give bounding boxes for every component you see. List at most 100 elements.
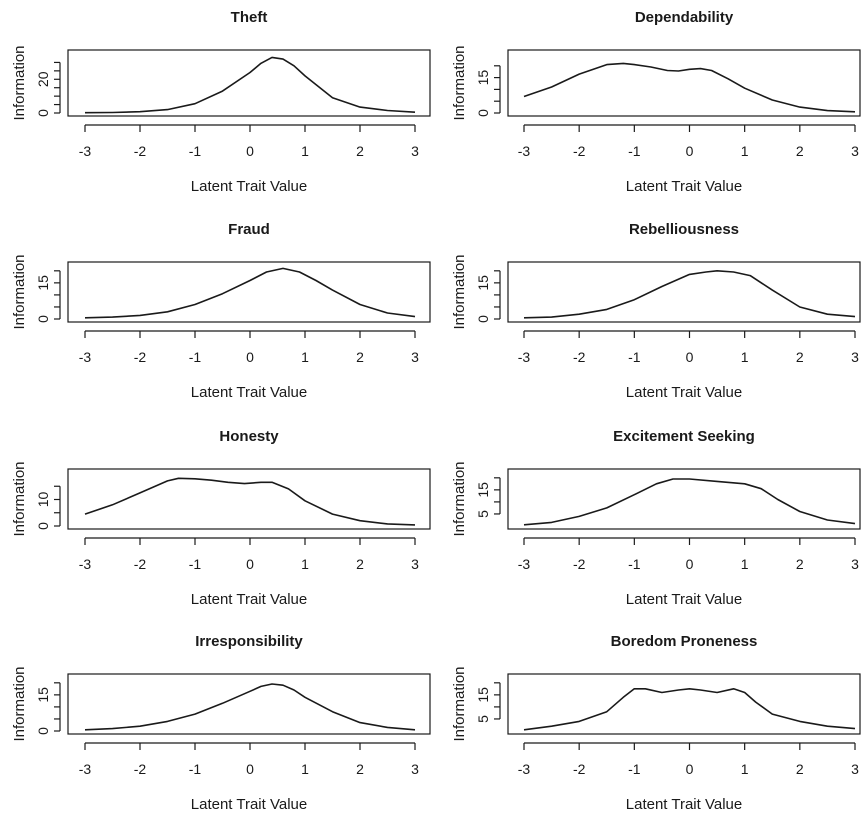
x-tick-label: 1 (301, 349, 309, 365)
x-tick-label: -3 (79, 761, 92, 777)
x-tick-label: 2 (796, 556, 804, 572)
y-tick-label: 5 (475, 715, 491, 723)
x-tick-label: -1 (628, 349, 641, 365)
x-tick-label: -2 (573, 761, 586, 777)
x-tick-label: -1 (628, 143, 641, 159)
x-axis-label: Latent Trait Value (191, 796, 307, 813)
y-axis-label: Information (451, 254, 468, 329)
y-axis-label: Information (451, 45, 468, 120)
y-axis-label: Information (451, 461, 468, 536)
chart-title: Dependability (635, 9, 734, 26)
x-tick-label: 2 (796, 349, 804, 365)
chart-title: Theft (231, 9, 268, 26)
panel-1: Theft -3 -2 -1 0 1 2 3 Latent Trait Value 0 20 Info… (11, 9, 431, 195)
x-tick-label: 1 (301, 143, 309, 159)
x-tick-label: 1 (301, 761, 309, 777)
x-tick-label: -2 (573, 143, 586, 159)
x-tick-label: 2 (356, 761, 364, 777)
x-axis-label: Latent Trait Value (626, 591, 742, 608)
x-tick-label: -3 (518, 143, 531, 159)
x-tick-label: -2 (573, 349, 586, 365)
information-curve-1 (84, 267, 416, 319)
x-tick-label: 3 (851, 761, 859, 777)
plot-frame (507, 261, 861, 323)
plot-frame (507, 468, 861, 530)
panel-4: Rebelliousness -3 -2 -1 0 1 2 3 Latent Trait Val… (451, 221, 861, 401)
y-tick-label: 0 (35, 315, 51, 323)
plot-frame (507, 49, 861, 117)
y-tick-label: 0 (475, 315, 491, 323)
x-tick-label: 3 (851, 556, 859, 572)
chart-title: Fraud (228, 221, 270, 238)
x-tick-label: 3 (411, 556, 419, 572)
information-curve-1 (84, 477, 416, 526)
plot-frame (67, 468, 431, 530)
x-tick-label: 3 (851, 143, 859, 159)
information-curve-1 (84, 683, 416, 731)
plot-frame (67, 261, 431, 323)
x-tick-label: 1 (741, 143, 749, 159)
y-axis-label: Information (451, 666, 468, 741)
x-axis-label: Latent Trait Value (626, 796, 742, 813)
x-tick-label: -2 (134, 143, 147, 159)
x-axis-label: Latent Trait Value (626, 384, 742, 401)
plot-frame (507, 673, 861, 735)
x-tick-label: 3 (411, 349, 419, 365)
x-tick-label: 3 (411, 761, 419, 777)
x-tick-label: 0 (246, 761, 254, 777)
x-axis-label: Latent Trait Value (191, 178, 307, 195)
y-axis-label: Information (11, 45, 28, 120)
x-tick-label: 0 (246, 556, 254, 572)
y-tick-label: 15 (475, 482, 491, 498)
y-axis-label: Information (11, 254, 28, 329)
x-tick-label: 3 (851, 349, 859, 365)
x-axis-label: Latent Trait Value (191, 384, 307, 401)
y-tick-label: 15 (475, 70, 491, 86)
y-tick-label: 15 (35, 687, 51, 703)
panel-3: Fraud -3 -2 -1 0 1 2 3 Latent Trait Value 0 15 Info… (11, 221, 431, 401)
x-tick-label: -3 (79, 556, 92, 572)
x-tick-label: -2 (134, 349, 147, 365)
x-tick-label: -1 (189, 761, 202, 777)
x-tick-label: -2 (134, 761, 147, 777)
y-tick-label: 15 (475, 275, 491, 291)
x-tick-label: -2 (573, 556, 586, 572)
information-curve-1 (523, 688, 856, 731)
x-tick-label: 2 (356, 143, 364, 159)
chart-title: Rebelliousness (629, 221, 739, 238)
y-tick-label: 10 (35, 492, 51, 508)
plot-frame (67, 673, 431, 735)
x-tick-label: 0 (686, 556, 694, 572)
panel-7: Irresponsibility -3 -2 -1 0 1 2 3 Latent Trait V… (11, 633, 431, 813)
information-curve-1 (523, 62, 856, 113)
information-curve-1 (523, 478, 856, 526)
x-tick-label: -3 (79, 143, 92, 159)
x-tick-label: 2 (356, 349, 364, 365)
y-axis-label: Information (11, 461, 28, 536)
x-tick-label: 2 (356, 556, 364, 572)
x-tick-label: -1 (628, 556, 641, 572)
x-tick-label: 3 (411, 143, 419, 159)
x-tick-label: 0 (686, 349, 694, 365)
x-tick-label: -2 (134, 556, 147, 572)
x-tick-label: 1 (741, 349, 749, 365)
y-tick-label: 0 (475, 109, 491, 117)
y-tick-label: 20 (35, 71, 51, 87)
panel-2: Dependability -3 -2 -1 0 1 2 3 Latent Trait Valu… (451, 9, 861, 195)
x-axis-label: Latent Trait Value (626, 178, 742, 195)
panel-6: Excitement Seeking -3 -2 -1 0 1 2 3 Latent Trait… (451, 428, 861, 608)
panel-5: Honesty -3 -2 -1 0 1 2 3 Latent Trait Value 0 10 In… (11, 428, 431, 608)
x-tick-label: -3 (79, 349, 92, 365)
x-axis-label: Latent Trait Value (191, 591, 307, 608)
y-tick-label: 15 (35, 275, 51, 291)
x-tick-label: 2 (796, 143, 804, 159)
information-curve-1 (84, 56, 416, 114)
chart-title: Irresponsibility (195, 633, 303, 650)
x-tick-label: 0 (686, 143, 694, 159)
x-tick-label: -1 (189, 143, 202, 159)
y-tick-label: 15 (475, 687, 491, 703)
y-tick-label: 0 (35, 109, 51, 117)
x-tick-label: 2 (796, 761, 804, 777)
